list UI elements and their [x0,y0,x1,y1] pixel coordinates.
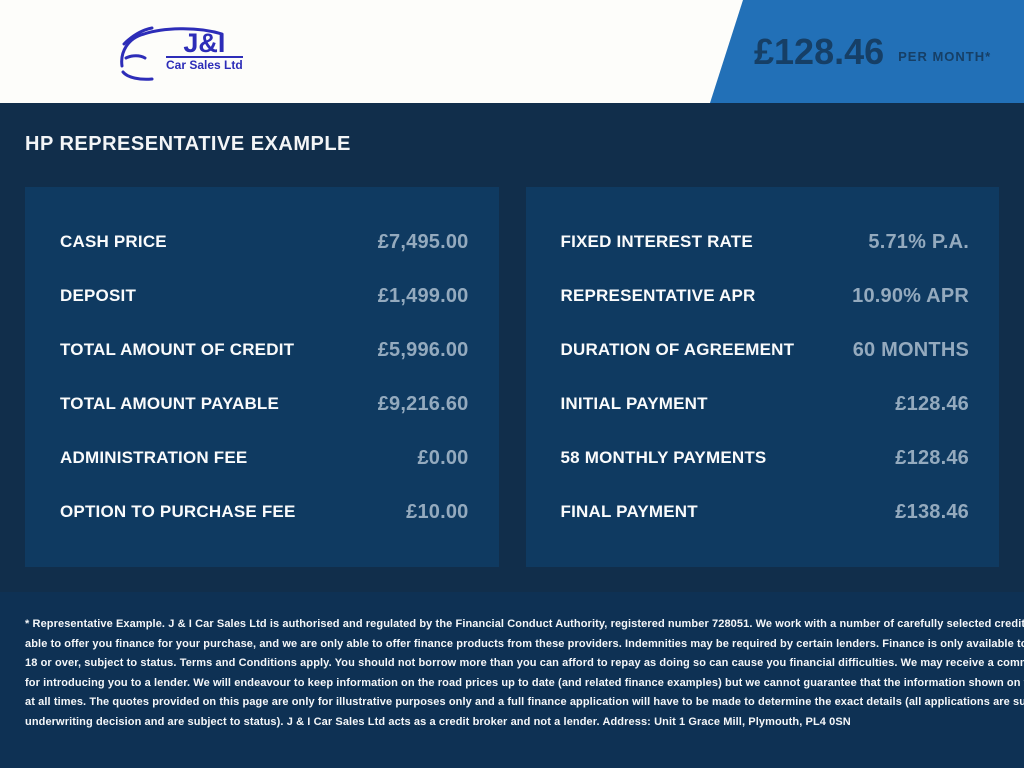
dealer-logo-title: J&I [183,28,226,58]
finance-panel-right: FIXED INTEREST RATE 5.71% P.A. REPRESENT… [525,187,999,567]
finance-row: REPRESENTATIVE APR 10.90% APR [561,269,970,323]
finance-row: 58 MONTHLY PAYMENTS £128.46 [561,431,970,485]
page-title: HP REPRESENTATIVE EXAMPLE [25,133,351,155]
finance-value: £128.46 [895,392,969,415]
finance-label: TOTAL AMOUNT PAYABLE [60,394,280,413]
finance-value: £1,499.00 [377,284,469,307]
finance-label: REPRESENTATIVE APR [560,286,756,305]
finance-label: CASH PRICE [60,232,167,251]
finance-label: 58 MONTHLY PAYMENTS [560,448,767,467]
finance-value: £128.46 [895,446,969,469]
finance-row: OPTION TO PURCHASE FEE £10.00 [60,485,469,539]
finance-value: £7,495.00 [377,230,469,253]
finance-value: 60 MONTHS [852,338,969,361]
finance-value: £0.00 [417,446,469,469]
finance-value: 10.90% APR [852,284,969,307]
disclaimer-line: 18 or over, subject to status. Terms and… [25,657,1024,669]
finance-value: £10.00 [406,500,469,523]
finance-value: 5.71% P.A. [868,230,969,253]
car-outline-icon [120,26,224,81]
finance-label: INITIAL PAYMENT [560,394,708,413]
finance-row: FINAL PAYMENT £138.46 [561,485,970,539]
disclaimer-line: * Representative Example. J & I Car Sale… [25,618,1024,630]
page-header: J&I Car Sales Ltd £128.46 PER MONTH* [0,0,1024,103]
finance-value: £5,996.00 [377,338,469,361]
disclaimer-line: underwriting decision and are subject to… [25,715,851,728]
finance-row: CASH PRICE £7,495.00 [60,215,469,269]
finance-example-section: HP REPRESENTATIVE EXAMPLE CASH PRICE £7,… [0,103,1024,592]
dealer-logo-text: J&I Car Sales Ltd [166,30,243,72]
monthly-price-amount: £128.46 [754,30,885,72]
finance-panels: CASH PRICE £7,495.00 DEPOSIT £1,499.00 T… [25,187,999,567]
finance-panel-left: CASH PRICE £7,495.00 DEPOSIT £1,499.00 T… [25,187,499,567]
disclaimer-line: at all times. The quotes provided on thi… [25,696,1024,708]
finance-row: TOTAL AMOUNT PAYABLE £9,216.60 [60,377,469,431]
finance-row: FIXED INTEREST RATE 5.71% P.A. [561,215,970,269]
dealer-logo: J&I Car Sales Ltd [118,18,278,90]
finance-label: DURATION OF AGREEMENT [560,340,795,359]
finance-value: £138.46 [895,500,969,523]
finance-label: FINAL PAYMENT [560,502,698,521]
finance-label: FIXED INTEREST RATE [560,232,753,251]
finance-row: DURATION OF AGREEMENT 60 MONTHS [561,323,970,377]
finance-label: ADMINISTRATION FEE [60,448,248,467]
finance-row: ADMINISTRATION FEE £0.00 [60,431,469,485]
finance-row: DEPOSIT £1,499.00 [60,269,469,323]
dealer-logo-subtitle: Car Sales Ltd [166,56,243,72]
disclaimer-line: able to offer you finance for your purch… [25,637,1024,650]
finance-value: £9,216.60 [377,392,469,415]
finance-label: DEPOSIT [60,286,137,305]
disclaimer-line: for introducing you to a lender. We will… [25,676,1024,689]
finance-row: TOTAL AMOUNT OF CREDIT £5,996.00 [60,323,469,377]
finance-row: INITIAL PAYMENT £128.46 [561,377,970,431]
monthly-price-period: PER MONTH* [898,49,992,64]
finance-label: TOTAL AMOUNT OF CREDIT [60,340,295,359]
legal-disclaimer: * Representative Example. J & I Car Sale… [0,592,1024,768]
monthly-price-banner: £128.46 PER MONTH* [710,0,1024,103]
finance-label: OPTION TO PURCHASE FEE [60,502,296,521]
